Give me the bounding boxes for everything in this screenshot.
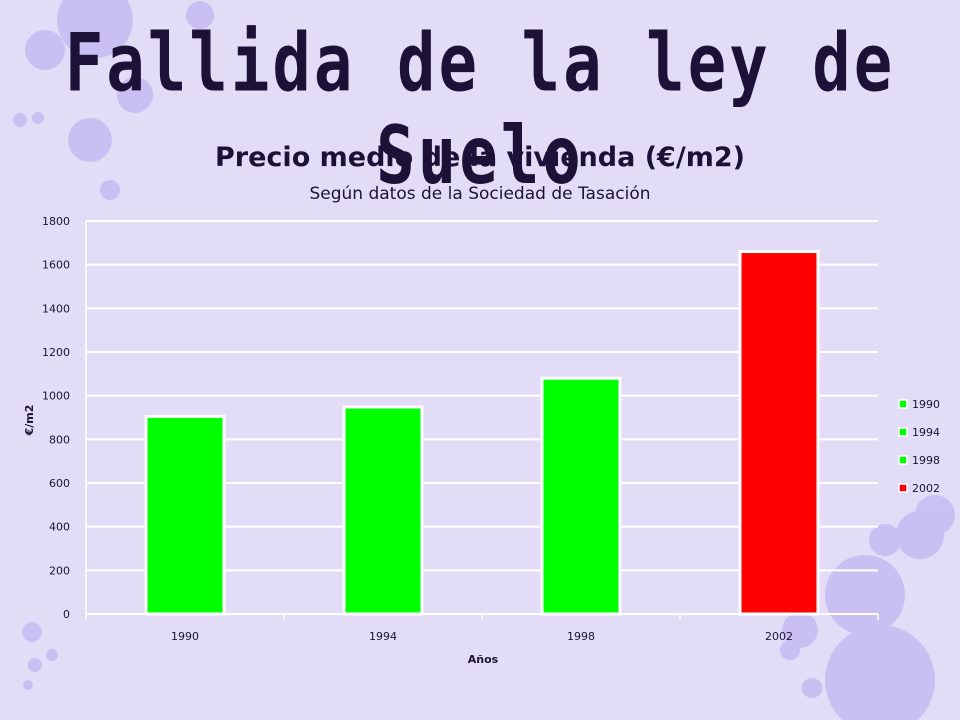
- legend-swatch: [898, 483, 908, 493]
- bar-1990: [144, 414, 226, 616]
- bubble: [782, 612, 818, 648]
- bubble: [802, 678, 822, 698]
- bubble: [46, 649, 58, 661]
- x-axis-title: Años: [468, 653, 499, 666]
- legend-swatch: [898, 399, 908, 409]
- bar-1998: [540, 376, 622, 616]
- legend: 1990 1994 1998 2002: [898, 398, 940, 495]
- y-tick-label: 1400: [42, 302, 70, 315]
- y-tick-label: 0: [63, 608, 70, 621]
- bubble: [32, 112, 44, 124]
- legend-label: 2002: [912, 482, 940, 495]
- bubble: [25, 30, 65, 70]
- x-tick-label: 1998: [567, 630, 595, 643]
- axis-layer: 0 200 400 600 800 1000 1200 1400 1600 1800 1990 199…: [42, 215, 879, 643]
- y-tick-label: 200: [49, 564, 70, 577]
- y-tick-label: 800: [49, 433, 70, 446]
- legend-label: 1990: [912, 398, 940, 411]
- bubble: [22, 622, 42, 642]
- y-tick-label: 600: [49, 477, 70, 490]
- legend-label: 1998: [912, 454, 940, 467]
- bubble: [100, 180, 120, 200]
- chart-title: Precio medio de la vivienda (€/m2): [215, 142, 745, 173]
- bubble: [57, 0, 133, 58]
- bar-1994: [342, 405, 424, 616]
- legend-swatch: [898, 455, 908, 465]
- y-tick-label: 1200: [42, 346, 70, 359]
- slide-title: Fallida de la ley de Suelo: [64, 18, 896, 203]
- y-tick-label: 1600: [42, 259, 70, 272]
- bubble: [68, 118, 112, 162]
- bubble: [832, 674, 848, 690]
- bubble: [117, 77, 153, 113]
- x-tick-label: 1990: [171, 630, 199, 643]
- x-tick-label: 1994: [369, 630, 397, 643]
- bubble: [869, 524, 901, 556]
- chart-subtitle: Según datos de la Sociedad de Tasación: [309, 184, 650, 204]
- bubble: [780, 640, 800, 660]
- bubble: [915, 495, 955, 535]
- bubble: [28, 658, 42, 672]
- y-tick-label: 1800: [42, 215, 70, 228]
- y-axis-title: €/m2: [23, 405, 36, 437]
- x-tick-label: 2002: [765, 630, 793, 643]
- bubble: [825, 625, 935, 720]
- bubble: [186, 1, 214, 29]
- y-tick-label: 400: [49, 521, 70, 534]
- bar-2002: [738, 250, 820, 616]
- y-tick-label: 1000: [42, 390, 70, 403]
- legend-label: 1994: [912, 426, 940, 439]
- bubble: [23, 680, 33, 690]
- bubble: [13, 113, 27, 127]
- bar-layer: [144, 250, 820, 616]
- legend-swatch: [898, 427, 908, 437]
